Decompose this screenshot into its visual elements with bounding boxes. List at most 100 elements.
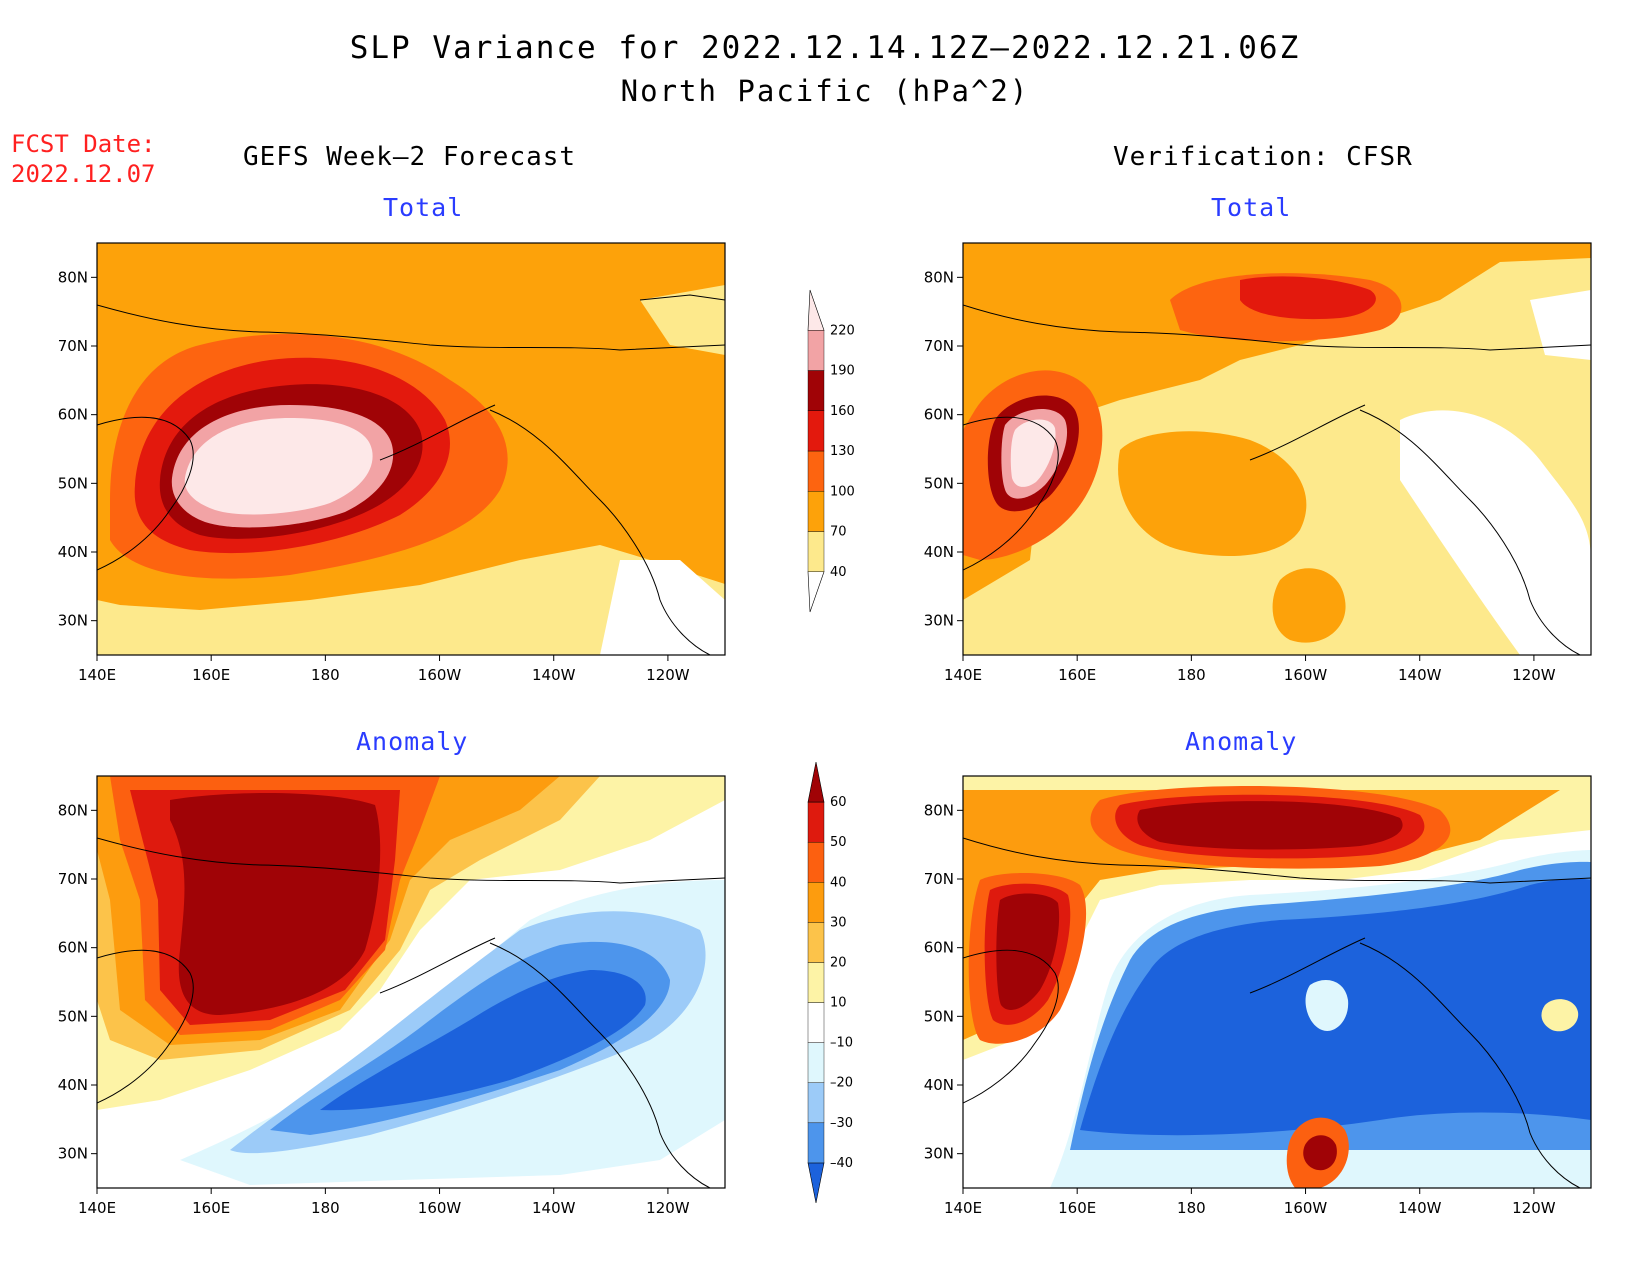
cb-anom-swatch xyxy=(807,1082,825,1124)
gefs-total-lon-label: 120W xyxy=(646,666,690,684)
gefs-total-lat-label: 30N xyxy=(58,612,88,630)
cfsr-total-field-220 xyxy=(1010,419,1056,487)
cb-anom-swatch xyxy=(807,882,825,923)
cfsr-anomaly-lon-label: 160E xyxy=(1058,1199,1096,1217)
cfsr-anomaly-lon-label: 120W xyxy=(1512,1199,1556,1217)
cfsr-total-field-70c xyxy=(1272,568,1346,643)
gefs-anomaly-frame xyxy=(96,775,726,1189)
cfsr-anomaly-lon-label: 140W xyxy=(1398,1199,1442,1217)
cfsr-anomaly-lat-label: 80N xyxy=(924,801,954,819)
cb-anom-swatch xyxy=(807,1042,825,1083)
gefs-total-lon-label: 140W xyxy=(532,666,576,684)
gefs-anomaly-lat-label: 30N xyxy=(58,1145,88,1163)
gefs-anomaly-lat-label: 50N xyxy=(58,1007,88,1025)
gefs-anomaly-lon-label: 120W xyxy=(646,1199,690,1217)
cfsr-anomaly-lat-label: 50N xyxy=(924,1007,954,1025)
cfsr-anomaly-frame xyxy=(962,775,1592,1189)
cfsr-total-field-130 xyxy=(1240,276,1376,320)
cb-total-swatch xyxy=(807,370,825,411)
cfsr-anomaly-field-hole-a xyxy=(1305,980,1349,1031)
fcst-date-label: FCST Date: xyxy=(11,130,156,158)
colorbar-total: 40 70 100 130 160 190 220 xyxy=(807,289,855,613)
cfsr-anomaly-field-pos50 xyxy=(984,794,1425,1025)
cfsr-total-coastlines xyxy=(963,304,1591,655)
cb-anom-swatch xyxy=(807,841,825,883)
cb-anom-swatch xyxy=(807,962,825,1003)
gefs-total-field-220 xyxy=(184,418,373,515)
gefs-total-field-low-white xyxy=(600,560,725,655)
gefs-anomaly-title: Anomaly xyxy=(356,727,469,756)
cfsr-total-field-70b xyxy=(1118,431,1307,556)
gefs-anomaly-lat-label: 70N xyxy=(58,870,88,888)
cb-total-label: 70 xyxy=(830,525,847,540)
cb-anom-swatch xyxy=(807,761,825,803)
gefs-anomaly-map xyxy=(97,776,725,1188)
cfsr-total-lat-label: 60N xyxy=(924,406,954,424)
gefs-anomaly-field-neg40 xyxy=(320,970,646,1111)
cfsr-anomaly-coastlines xyxy=(963,837,1591,1188)
cfsr-total-lon-label: 120W xyxy=(1512,666,1556,684)
gefs-anomaly-lat-label: 80N xyxy=(58,801,88,819)
figure-subtitle: North Pacific (hPa^2) xyxy=(620,74,1030,108)
gefs-total-lon-label: 140E xyxy=(78,666,116,684)
gefs-total-frame xyxy=(96,242,726,656)
gefs-anomaly-lon-label: 160W xyxy=(418,1199,462,1217)
gefs-column-title: GEFS Week–2 Forecast xyxy=(243,142,577,172)
cb-anom-label: –40 xyxy=(830,1156,853,1171)
axes-layer: 140E 160E 180 160W 140W 120W 30N 40N 50N 60N 70N 80… xyxy=(58,268,1556,1217)
cfsr-total-lon-label: 180 xyxy=(1177,666,1206,684)
cfsr-anomaly-lon-label: 160W xyxy=(1284,1199,1328,1217)
cb-anom-swatch xyxy=(807,1122,825,1164)
cfsr-column-title: Verification: CFSR xyxy=(1113,142,1413,172)
cfsr-total-lon-label: 160W xyxy=(1284,666,1328,684)
cfsr-total-lat-label: 70N xyxy=(924,337,954,355)
gefs-anomaly-lon-label: 140E xyxy=(78,1199,116,1217)
cb-total-swatch xyxy=(807,450,825,492)
gefs-total-lat-label: 50N xyxy=(58,474,88,492)
cfsr-total-field-arctic-white xyxy=(1530,290,1591,360)
gefs-anomaly-coastlines xyxy=(97,837,725,1188)
cb-anom-label: –30 xyxy=(830,1116,853,1131)
cb-total-label: 190 xyxy=(830,364,855,379)
cb-total-label: 130 xyxy=(830,444,855,459)
cfsr-total-lat-label: 50N xyxy=(924,474,954,492)
gefs-total-field-arctic xyxy=(640,285,725,355)
cb-total-label: 160 xyxy=(830,404,855,419)
cfsr-total-map xyxy=(963,243,1591,655)
cfsr-anomaly-field-hole-b xyxy=(1541,999,1579,1032)
gefs-total-map xyxy=(97,243,725,655)
figure-title: SLP Variance for 2022.12.14.12Z–2022.12.… xyxy=(349,30,1301,66)
gefs-total-lon-label: 180 xyxy=(311,666,340,684)
cfsr-total-frame xyxy=(962,242,1592,656)
cfsr-total-lon-label: 160E xyxy=(1058,666,1096,684)
cfsr-anomaly-field-pos-blob-core xyxy=(1303,1135,1337,1171)
cb-total-swatch xyxy=(807,571,825,613)
cb-anom-label: 60 xyxy=(830,795,847,810)
cfsr-anomaly-field-pos60 xyxy=(996,801,1403,1010)
cb-anom-label: 50 xyxy=(830,835,847,850)
cb-total-label: 100 xyxy=(830,484,855,499)
gefs-total-lon-label: 160W xyxy=(418,666,462,684)
cb-anom-swatch xyxy=(807,1162,825,1204)
cfsr-anomaly-lon-label: 140E xyxy=(944,1199,982,1217)
cfsr-total-lat-label: 80N xyxy=(924,268,954,286)
cb-anom-swatch xyxy=(807,922,825,963)
fcst-date-value: 2022.12.07 xyxy=(11,160,156,188)
gefs-total-lat-label: 60N xyxy=(58,406,88,424)
cfsr-anomaly-lat-label: 30N xyxy=(924,1145,954,1163)
cfsr-anomaly-lat-label: 40N xyxy=(924,1076,954,1094)
gefs-anomaly-lon-label: 180 xyxy=(311,1199,340,1217)
cfsr-anomaly-lat-label: 60N xyxy=(924,939,954,957)
cfsr-total-field-white xyxy=(1400,410,1591,655)
gefs-total-lat-label: 70N xyxy=(58,337,88,355)
cb-anom-swatch xyxy=(807,1002,825,1043)
gefs-anomaly-lat-label: 60N xyxy=(58,939,88,957)
cb-total-label: 40 xyxy=(830,565,847,580)
cb-anom-label: 10 xyxy=(830,996,847,1011)
cfsr-anomaly-map xyxy=(963,776,1591,1188)
cb-total-swatch xyxy=(807,330,825,371)
cfsr-total-title: Total xyxy=(1211,193,1292,222)
cfsr-anomaly-title: Anomaly xyxy=(1185,727,1298,756)
gefs-total-lat-label: 40N xyxy=(58,543,88,561)
